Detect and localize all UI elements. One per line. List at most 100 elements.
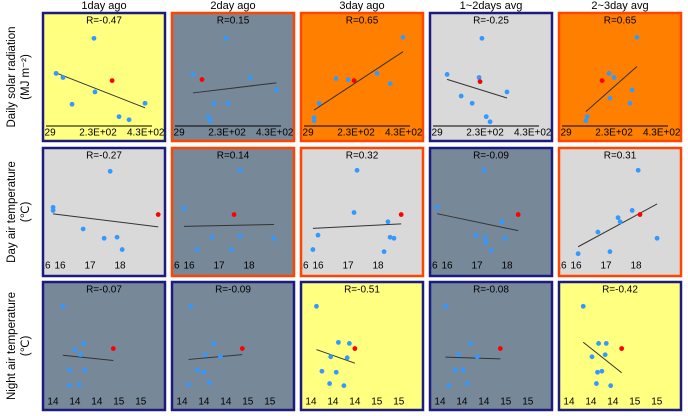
data-point bbox=[239, 346, 245, 351]
x-tick-label: 29 bbox=[174, 128, 186, 139]
x-tick-label: 14 bbox=[434, 397, 446, 408]
data-point bbox=[186, 382, 191, 388]
row-label: (℃) bbox=[20, 202, 32, 223]
x-tick-label: 4.3E+02 bbox=[256, 128, 294, 139]
data-point bbox=[237, 167, 243, 173]
data-point bbox=[231, 212, 237, 217]
data-point bbox=[603, 341, 609, 346]
panel-title: R=0.14 bbox=[217, 151, 250, 162]
data-point bbox=[310, 247, 316, 252]
data-point bbox=[387, 81, 393, 87]
data-point bbox=[456, 352, 462, 358]
x-tick-label: 14 bbox=[176, 397, 188, 408]
data-point bbox=[458, 93, 464, 99]
column-header: 1~2days avg bbox=[460, 0, 523, 12]
data-point bbox=[271, 235, 277, 241]
data-point bbox=[207, 380, 212, 385]
panel-title: R=0.15 bbox=[217, 16, 250, 27]
data-point bbox=[387, 234, 393, 240]
x-tick-label: 18 bbox=[631, 261, 643, 272]
panel-title: R=-0.25 bbox=[473, 16, 509, 27]
x-tick-label: 14 bbox=[198, 397, 210, 408]
data-point bbox=[634, 34, 640, 40]
panel-border bbox=[428, 146, 554, 278]
panel-background bbox=[171, 281, 295, 411]
data-point bbox=[80, 226, 86, 232]
x-tick-label: 15 bbox=[242, 397, 254, 408]
data-point bbox=[460, 367, 466, 373]
data-point bbox=[107, 168, 113, 174]
panel-background bbox=[171, 147, 295, 277]
trendline bbox=[312, 223, 402, 229]
data-point bbox=[327, 381, 333, 386]
panel-border bbox=[299, 146, 425, 278]
x-tick-label: 15 bbox=[264, 397, 276, 408]
data-point bbox=[468, 341, 474, 346]
data-point bbox=[599, 78, 605, 83]
panel-background bbox=[42, 147, 166, 277]
trendline bbox=[445, 356, 501, 360]
panel-title: R=0.65 bbox=[346, 16, 379, 27]
data-point bbox=[194, 367, 200, 373]
panel-background bbox=[558, 12, 682, 142]
panel-title: R=-0.51 bbox=[344, 285, 380, 296]
x-tick-label: 16 bbox=[54, 261, 66, 272]
x-tick-label: 17 bbox=[600, 261, 612, 272]
data-point bbox=[596, 341, 602, 346]
x-tick-label: 14 bbox=[349, 397, 361, 408]
x-tick-label: 29 bbox=[303, 128, 315, 139]
x-tick-label: 16 bbox=[39, 261, 51, 272]
data-point bbox=[341, 383, 347, 389]
x-tick-label: 17 bbox=[342, 261, 354, 272]
x-tick-label: 14 bbox=[305, 397, 317, 408]
data-point bbox=[635, 167, 641, 173]
column-header: 1day ago bbox=[81, 0, 126, 12]
data-point bbox=[483, 114, 489, 120]
data-point bbox=[202, 352, 208, 358]
data-point bbox=[346, 341, 352, 346]
panel-background bbox=[171, 12, 295, 142]
data-point bbox=[391, 235, 397, 241]
data-point bbox=[333, 369, 339, 375]
data-point bbox=[126, 117, 132, 123]
data-point bbox=[479, 35, 485, 41]
data-point bbox=[67, 367, 72, 373]
trendline bbox=[192, 82, 277, 94]
panel-border bbox=[170, 11, 296, 143]
data-point bbox=[274, 87, 279, 93]
panel-border bbox=[299, 11, 425, 143]
data-point bbox=[316, 100, 322, 106]
data-point bbox=[595, 369, 600, 375]
panel: R=0.15 29 2.3E+02 4.3E+02 bbox=[171, 12, 295, 142]
data-point bbox=[589, 354, 595, 360]
x-tick-label: 16 bbox=[312, 261, 324, 272]
data-point bbox=[237, 233, 243, 239]
panel: R=-0.27 16 16 17 18 bbox=[39, 147, 166, 277]
x-tick-label: 15 bbox=[629, 397, 641, 408]
panel-title: R=0.65 bbox=[604, 16, 637, 27]
data-point bbox=[69, 101, 75, 107]
data-point bbox=[228, 247, 234, 252]
data-point bbox=[607, 95, 613, 101]
data-point bbox=[155, 212, 161, 217]
x-tick-label: 17 bbox=[84, 261, 96, 272]
panel-background bbox=[42, 12, 166, 142]
data-point bbox=[580, 303, 586, 309]
trendline bbox=[446, 78, 508, 99]
panel-border bbox=[428, 11, 554, 143]
data-point bbox=[400, 34, 406, 40]
x-tick-label: 16 bbox=[297, 261, 309, 272]
trendline bbox=[316, 349, 356, 364]
data-point bbox=[575, 251, 581, 257]
data-point bbox=[190, 72, 196, 77]
data-point bbox=[488, 248, 494, 254]
column-header: 3day ago bbox=[339, 0, 384, 12]
panel-background bbox=[300, 281, 424, 411]
panel-background bbox=[429, 147, 553, 277]
x-tick-label: 29 bbox=[432, 128, 444, 139]
x-tick-label: 2.3E+02 bbox=[337, 128, 375, 139]
panel-background bbox=[429, 281, 553, 411]
data-point bbox=[481, 167, 487, 173]
panel-border bbox=[41, 280, 167, 412]
